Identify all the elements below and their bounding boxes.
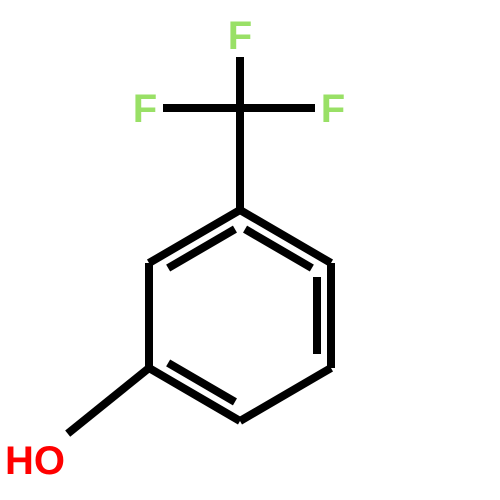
- bond-6: [240, 368, 331, 421]
- bond-10: [68, 368, 149, 434]
- atom-HO: HO: [5, 439, 65, 483]
- atom-F_right: F: [321, 87, 345, 131]
- atom-F_top: F: [228, 14, 252, 58]
- molecule-diagram: F F F HO: [0, 0, 500, 500]
- atom-F_left: F: [133, 87, 157, 131]
